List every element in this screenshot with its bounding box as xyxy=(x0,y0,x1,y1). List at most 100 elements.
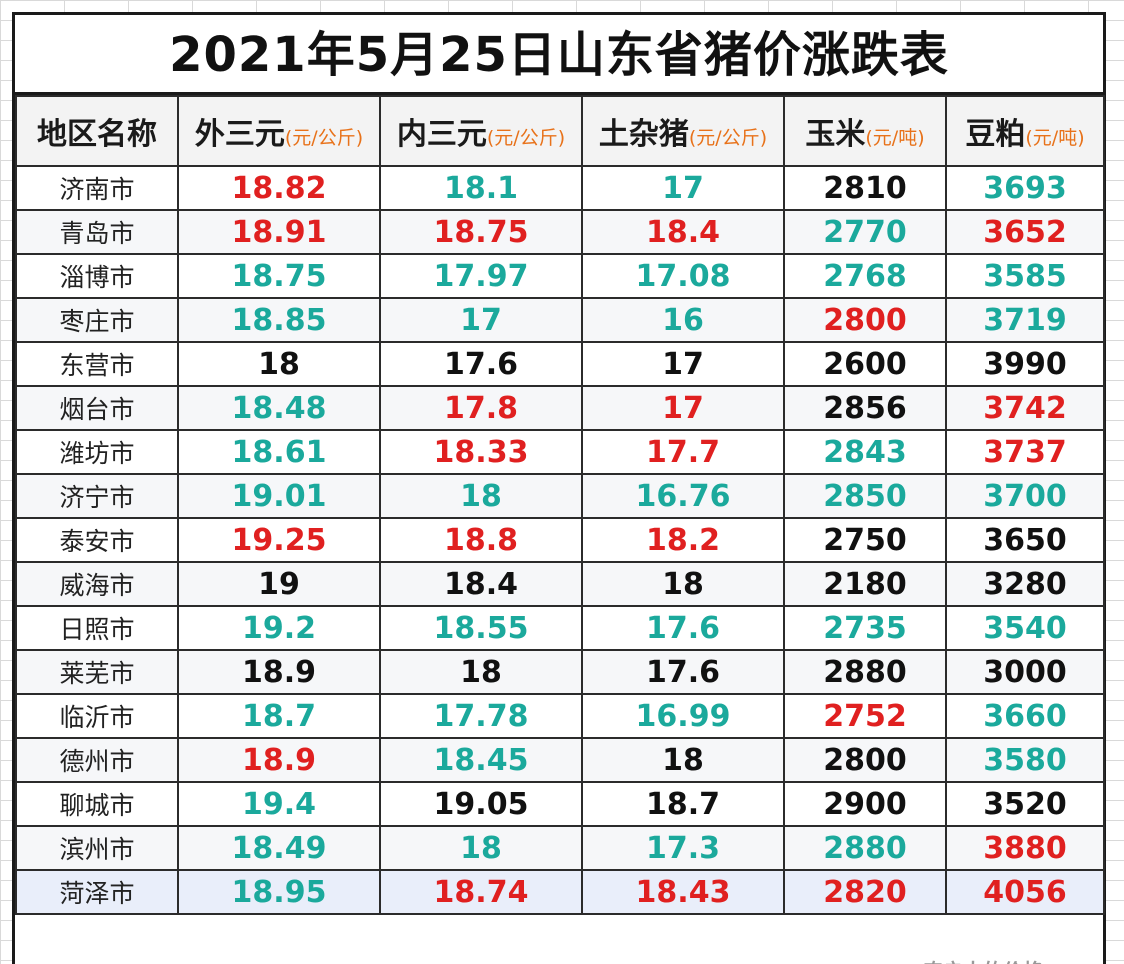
price-cell: 2843 xyxy=(783,429,947,475)
table-row: 滨州市 18.49 18 17.3 2880 3880 xyxy=(15,825,1105,871)
price-cell: 18.85 xyxy=(177,297,381,343)
price-cell: 17 xyxy=(581,165,785,211)
price-cell: 17.7 xyxy=(581,429,785,475)
column-header-unit: (元/吨) xyxy=(1025,127,1085,149)
price-cell: 2800 xyxy=(783,737,947,783)
price-cell: 19.05 xyxy=(379,781,583,827)
price-cell: 18.45 xyxy=(379,737,583,783)
region-cell: 枣庄市 xyxy=(15,297,179,343)
price-cell: 18.7 xyxy=(177,693,381,739)
price-cell: 18.4 xyxy=(581,209,785,255)
region-cell: 潍坊市 xyxy=(15,429,179,475)
column-header-label: 外三元 xyxy=(194,117,285,152)
table-row: 济南市 18.82 18.1 17 2810 3693 xyxy=(15,165,1105,211)
price-cell: 3580 xyxy=(945,737,1105,783)
table-row: 济宁市 19.01 18 16.76 2850 3700 xyxy=(15,473,1105,519)
price-cell: 17.6 xyxy=(379,341,583,387)
price-cell: 2900 xyxy=(783,781,947,827)
column-header-corn: 玉米(元/吨) xyxy=(783,95,947,167)
price-cell: 18.49 xyxy=(177,825,381,871)
table-row: 潍坊市 18.61 18.33 17.7 2843 3737 xyxy=(15,429,1105,475)
price-cell: 4056 xyxy=(945,869,1105,915)
column-header-tuzazhu: 土杂猪(元/公斤) xyxy=(581,95,785,167)
price-cell: 2768 xyxy=(783,253,947,299)
price-cell: 18 xyxy=(581,737,785,783)
price-cell: 3540 xyxy=(945,605,1105,651)
price-cell: 16 xyxy=(581,297,785,343)
price-cell: 18 xyxy=(177,341,381,387)
price-cell: 18.9 xyxy=(177,649,381,695)
price-cell: 18.82 xyxy=(177,165,381,211)
table-row: 东营市 18 17.6 17 2600 3990 xyxy=(15,341,1105,387)
price-cell: 19.2 xyxy=(177,605,381,651)
price-cell: 18 xyxy=(379,825,583,871)
price-cell: 2820 xyxy=(783,869,947,915)
column-header-label: 土杂猪 xyxy=(598,117,689,152)
price-cell: 18.8 xyxy=(379,517,583,563)
price-cell: 17.6 xyxy=(581,605,785,651)
region-cell: 青岛市 xyxy=(15,209,179,255)
price-cell: 17.8 xyxy=(379,385,583,431)
price-cell: 3693 xyxy=(945,165,1105,211)
price-cell: 18.75 xyxy=(379,209,583,255)
column-header-region: 地区名称 xyxy=(15,95,179,167)
price-cell: 3585 xyxy=(945,253,1105,299)
column-header-waisanyuan: 外三元(元/公斤) xyxy=(177,95,381,167)
table-row: 德州市 18.9 18.45 18 2800 3580 xyxy=(15,737,1105,783)
price-cell: 18.48 xyxy=(177,385,381,431)
price-cell: 18 xyxy=(379,473,583,519)
price-cell: 18.61 xyxy=(177,429,381,475)
table-row: 日照市 19.2 18.55 17.6 2735 3540 xyxy=(15,605,1105,651)
price-cell: 17.97 xyxy=(379,253,583,299)
column-header-label: 内三元 xyxy=(396,117,487,152)
price-cell: 18.9 xyxy=(177,737,381,783)
region-cell: 东营市 xyxy=(15,341,179,387)
column-header-unit: (元/吨) xyxy=(865,127,925,149)
price-cell: 18.75 xyxy=(177,253,381,299)
price-cell: 2810 xyxy=(783,165,947,211)
price-cell: 2800 xyxy=(783,297,947,343)
table-body: 济南市 18.82 18.1 17 2810 3693 青岛市 18.91 18.75 18.4 2… xyxy=(15,165,1105,915)
price-cell: 3990 xyxy=(945,341,1105,387)
table-row: 聊城市 19.4 19.05 18.7 2900 3520 xyxy=(15,781,1105,827)
column-header-neisanyuan: 内三元(元/公斤) xyxy=(379,95,583,167)
price-cell: 18.33 xyxy=(379,429,583,475)
column-header-label: 地区名称 xyxy=(37,117,157,152)
column-header-label: 玉米 xyxy=(805,117,866,152)
price-cell: 18.4 xyxy=(379,561,583,607)
price-cell: 18 xyxy=(379,649,583,695)
price-cell: 16.76 xyxy=(581,473,785,519)
price-cell: 2750 xyxy=(783,517,947,563)
price-cell: 19 xyxy=(177,561,381,607)
price-cell: 19.01 xyxy=(177,473,381,519)
price-cell: 3742 xyxy=(945,385,1105,431)
price-cell: 3700 xyxy=(945,473,1105,519)
region-cell: 菏泽市 xyxy=(15,869,179,915)
price-cell: 18.55 xyxy=(379,605,583,651)
price-cell: 3000 xyxy=(945,649,1105,695)
price-cell: 17 xyxy=(581,341,785,387)
price-cell: 16.99 xyxy=(581,693,785,739)
region-cell: 聊城市 xyxy=(15,781,179,827)
region-cell: 莱芜市 xyxy=(15,649,179,695)
table-row: 莱芜市 18.9 18 17.6 2880 3000 xyxy=(15,649,1105,695)
column-header-unit: (元/公斤) xyxy=(486,127,566,149)
price-cell: 2180 xyxy=(783,561,947,607)
region-cell: 威海市 xyxy=(15,561,179,607)
price-cell: 3737 xyxy=(945,429,1105,475)
price-cell: 18.91 xyxy=(177,209,381,255)
price-cell: 18.2 xyxy=(581,517,785,563)
region-cell: 滨州市 xyxy=(15,825,179,871)
region-cell: 济南市 xyxy=(15,165,179,211)
price-cell: 2880 xyxy=(783,649,947,695)
price-cell: 3280 xyxy=(945,561,1105,607)
region-cell: 烟台市 xyxy=(15,385,179,431)
price-cell: 2600 xyxy=(783,341,947,387)
price-cell: 2735 xyxy=(783,605,947,651)
price-sheet: 2021年5月25日山东省猪价涨跌表 地区名称 外三元(元/公斤) 内三元(元/… xyxy=(12,12,1106,964)
price-cell: 18.7 xyxy=(581,781,785,827)
price-cell: 17.6 xyxy=(581,649,785,695)
region-cell: 淄博市 xyxy=(15,253,179,299)
price-cell: 18.74 xyxy=(379,869,583,915)
price-cell: 3719 xyxy=(945,297,1105,343)
